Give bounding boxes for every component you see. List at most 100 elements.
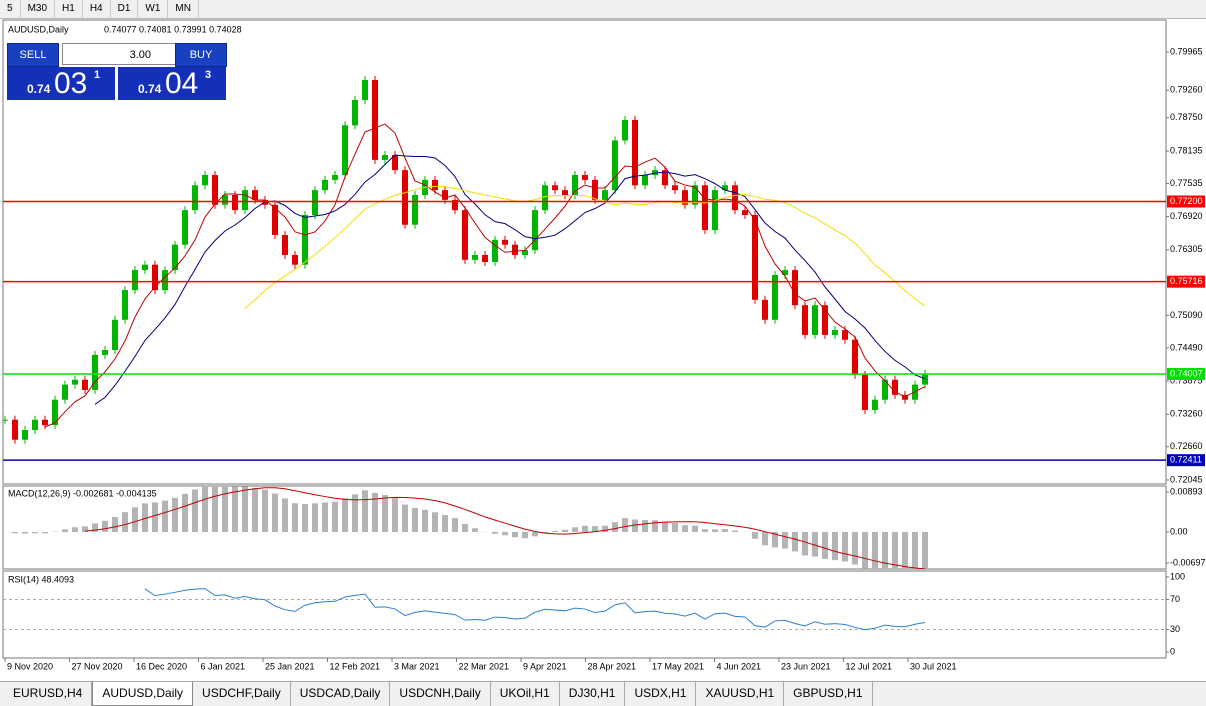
macd-bar bbox=[652, 520, 658, 532]
macd-signal bbox=[85, 488, 925, 569]
macd-bar bbox=[662, 522, 668, 532]
macd-bar bbox=[752, 532, 758, 539]
macd-bar bbox=[572, 527, 578, 532]
candle bbox=[672, 185, 678, 190]
macd-bar bbox=[612, 522, 618, 532]
candle bbox=[532, 210, 538, 250]
macd-bar bbox=[172, 498, 178, 532]
macd-bar bbox=[412, 508, 418, 532]
candle bbox=[552, 185, 558, 190]
candle bbox=[742, 210, 748, 215]
candle bbox=[582, 175, 588, 180]
candle bbox=[862, 375, 868, 410]
candle bbox=[622, 120, 628, 141]
candle bbox=[852, 340, 858, 375]
macd-bar bbox=[302, 504, 308, 532]
x-tick-label: 9 Apr 2021 bbox=[523, 661, 567, 671]
macd-bar bbox=[162, 501, 168, 532]
macd-bar bbox=[282, 498, 288, 532]
y-tick-label: 0.79965 bbox=[1170, 47, 1203, 57]
candle bbox=[732, 185, 738, 210]
macd-bar bbox=[802, 532, 808, 556]
chart-tab[interactable]: USDCNH,Daily bbox=[390, 682, 490, 706]
y-tick-label: 0.00 bbox=[1170, 526, 1188, 536]
chart-tab[interactable]: UKOil,H1 bbox=[491, 682, 560, 706]
chart-tab[interactable]: DJ30,H1 bbox=[560, 682, 626, 706]
candle bbox=[142, 265, 148, 270]
candle bbox=[832, 330, 838, 335]
y-tick-label: 0.77535 bbox=[1170, 178, 1203, 188]
y-tick-label: 0.75090 bbox=[1170, 310, 1203, 320]
candle bbox=[842, 330, 848, 340]
candle bbox=[592, 180, 598, 200]
candle bbox=[462, 210, 468, 260]
macd-bar bbox=[382, 495, 388, 532]
chart-tab[interactable]: AUDUSD,Daily bbox=[92, 682, 193, 706]
macd-bar bbox=[762, 532, 768, 545]
candle bbox=[512, 245, 518, 255]
candle bbox=[502, 240, 508, 245]
timeframe-button[interactable]: W1 bbox=[138, 0, 168, 18]
candle bbox=[372, 80, 378, 160]
candle bbox=[132, 270, 138, 290]
x-tick-label: 28 Apr 2021 bbox=[588, 661, 637, 671]
rsi-line bbox=[145, 589, 925, 630]
timeframe-button[interactable]: H4 bbox=[83, 0, 111, 18]
chart-tab[interactable]: GBPUSD,H1 bbox=[784, 682, 872, 706]
macd-bar bbox=[622, 518, 628, 532]
macd-bar bbox=[112, 517, 118, 532]
macd-bar bbox=[792, 532, 798, 551]
chart-tab[interactable]: USDCAD,Daily bbox=[291, 682, 391, 706]
chart-tab[interactable]: USDCHF,Daily bbox=[193, 682, 291, 706]
timeframe-button[interactable]: D1 bbox=[111, 0, 139, 18]
x-tick-label: 9 Nov 2020 bbox=[7, 661, 53, 671]
buy-button[interactable]: BUY bbox=[175, 43, 227, 67]
candle bbox=[32, 420, 38, 430]
volume-input[interactable]: 3.00 bbox=[62, 43, 178, 65]
timeframe-button[interactable]: M30 bbox=[21, 0, 55, 18]
moving-average bbox=[95, 155, 925, 404]
macd-bar bbox=[842, 532, 848, 562]
chart-tab[interactable]: EURUSD,H4 bbox=[4, 682, 92, 706]
sell-button[interactable]: SELL bbox=[7, 43, 59, 67]
candle bbox=[62, 385, 68, 400]
timeframe-button[interactable]: MN bbox=[168, 0, 199, 18]
macd-bar bbox=[552, 531, 558, 532]
timeframe-button[interactable]: 5 bbox=[0, 0, 21, 18]
macd-bar bbox=[462, 524, 468, 532]
x-tick-label: 27 Nov 2020 bbox=[72, 661, 123, 671]
candle bbox=[342, 125, 348, 175]
macd-bar bbox=[872, 532, 878, 571]
candle bbox=[472, 255, 478, 260]
macd-bar bbox=[432, 512, 438, 532]
candle bbox=[112, 320, 118, 350]
macd-bar bbox=[212, 486, 218, 532]
candle bbox=[182, 210, 188, 245]
chart-tab[interactable]: USDX,H1 bbox=[625, 682, 696, 706]
chart-window: AUDUSD,Daily 0.74077 0.74081 0.73991 0.7… bbox=[0, 19, 1206, 681]
x-tick-label: 4 Jun 2021 bbox=[717, 661, 762, 671]
macd-bar bbox=[342, 498, 348, 532]
candle bbox=[302, 215, 308, 265]
macd-bar bbox=[182, 494, 188, 532]
timeframe-button[interactable]: H1 bbox=[55, 0, 83, 18]
macd-bar bbox=[912, 532, 918, 571]
candle bbox=[162, 270, 168, 290]
y-tick-label: 70 bbox=[1170, 594, 1180, 604]
macd-bar bbox=[42, 532, 48, 533]
chart-tab[interactable]: XAUUSD,H1 bbox=[696, 682, 784, 706]
macd-bar bbox=[922, 532, 928, 569]
macd-bar bbox=[222, 485, 228, 532]
macd-bar bbox=[322, 502, 328, 532]
candle bbox=[802, 305, 808, 335]
macd-bar bbox=[582, 526, 588, 532]
candle bbox=[292, 255, 298, 265]
candle bbox=[752, 215, 758, 300]
y-tick-label: 0.79260 bbox=[1170, 85, 1203, 95]
macd-bar bbox=[442, 515, 448, 532]
bid-prefix: 0.74 bbox=[27, 82, 50, 96]
candle bbox=[282, 235, 288, 255]
x-tick-label: 22 Mar 2021 bbox=[459, 661, 510, 671]
